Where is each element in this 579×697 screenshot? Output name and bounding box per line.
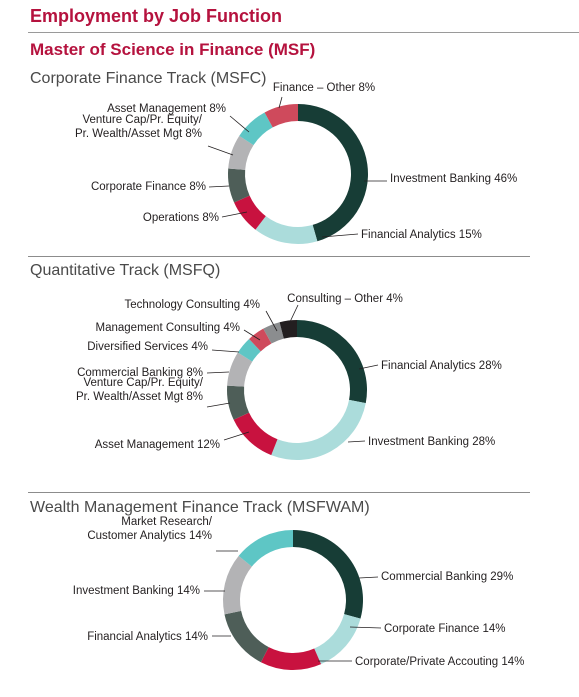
slice-financial-analytics-28 [297, 320, 368, 404]
leader-line [223, 431, 250, 441]
slice-commercial-banking-8 [227, 352, 253, 387]
slice-label: Finance – Other 8% [273, 82, 375, 94]
slice-label: Consulting – Other 4% [287, 293, 403, 305]
slice-corporate-finance-8 [227, 168, 250, 203]
slice-label: Technology Consulting 4% [124, 299, 260, 311]
slice-label: Asset Management 8% [107, 103, 226, 115]
program-title: Master of Science in Finance (MSF) [30, 40, 316, 59]
slice-label: Investment Banking 14% [73, 585, 200, 597]
chart-title-msfq: Quantitative Track (MSFQ) [30, 262, 221, 279]
slice-label: Market Research/Customer Analytics 14% [87, 516, 212, 542]
leader-line [321, 233, 359, 238]
leader-line [288, 304, 299, 325]
slice-label: Financial Analytics 15% [361, 229, 482, 241]
leader-line [349, 626, 382, 629]
slice-asset-management-12 [233, 412, 278, 456]
slice-market-research-customer-analytics-14 [238, 530, 293, 567]
leader-line [278, 96, 283, 109]
slice-label: Diversified Services 4% [87, 341, 208, 353]
slice-label: Management Consulting 4% [96, 322, 240, 334]
slice-corporate-private-accouting-14 [260, 647, 322, 671]
slice-financial-analytics-14 [224, 610, 269, 663]
page-title: Employment by Job Function [30, 6, 283, 26]
slice-label: Investment Banking 28% [368, 436, 495, 448]
title-divider [28, 32, 579, 33]
section-divider [28, 256, 530, 257]
leader-line [229, 115, 250, 133]
leader-line [358, 364, 379, 370]
slice-finance-other-8 [264, 104, 298, 128]
leader-line [358, 576, 379, 579]
slice-financial-analytics-15 [255, 216, 318, 244]
slice-asset-management-8 [239, 112, 273, 146]
slice-label: Asset Management 12% [95, 439, 220, 451]
slice-corporate-finance-14 [314, 614, 361, 665]
chart-title-msfwam: Wealth Management Finance Track (MSFWAM) [30, 499, 370, 516]
leader-line [211, 349, 240, 353]
slice-investment-banking-28 [271, 399, 366, 461]
slice-consulting-other-4 [279, 320, 297, 339]
slice-technology-consulting-4 [263, 322, 284, 344]
slice-label: Venture Cap/Pr. Equity/Pr. Wealth/Asset … [75, 114, 203, 140]
slice-label: Venture Cap/Pr. Equity/Pr. Wealth/Asset … [76, 377, 204, 403]
leader-line [265, 310, 278, 332]
slice-label: Corporate Finance 14% [384, 623, 505, 635]
slice-label: Financial Analytics 14% [87, 631, 208, 643]
leader-line [243, 329, 261, 341]
slice-management-consulting-4 [249, 328, 272, 352]
leader-line [206, 402, 231, 408]
slice-venture-cap-pr-equity-pr-wealth-asset-mgt-8 [226, 385, 250, 420]
slice-investment-banking-46 [298, 104, 369, 242]
donut-chart-msfq: Financial Analytics 28% Investment Bankin… [76, 293, 502, 461]
slice-label: Commercial Banking 8% [77, 367, 203, 379]
leader-line [221, 211, 248, 218]
leader-line [208, 185, 230, 188]
slice-label: Corporate Finance 8% [91, 181, 206, 193]
section-divider [28, 492, 530, 493]
slice-label: Investment Banking 46% [390, 173, 517, 185]
slice-investment-banking-14 [223, 555, 252, 615]
leader-line [347, 440, 366, 443]
slice-label: Commercial Banking 29% [381, 571, 513, 583]
slice-operations-8 [234, 195, 266, 230]
slice-label: Operations 8% [143, 212, 219, 224]
slice-label: Corporate/Private Accouting 14% [355, 656, 524, 668]
chart-title-msfc: Corporate Finance Track (MSFC) [30, 70, 267, 87]
donut-chart-msfc: Investment Banking 46% Financial Analytic… [75, 82, 517, 244]
leader-line [206, 371, 230, 374]
slice-label: Financial Analytics 28% [381, 360, 502, 372]
slice-commercial-banking-29 [293, 530, 364, 619]
leader-line [207, 145, 234, 156]
slice-diversified-services-4 [237, 338, 261, 362]
slice-venture-cap-pr-equity-pr-wealth-asset-mgt-8 [228, 135, 254, 170]
